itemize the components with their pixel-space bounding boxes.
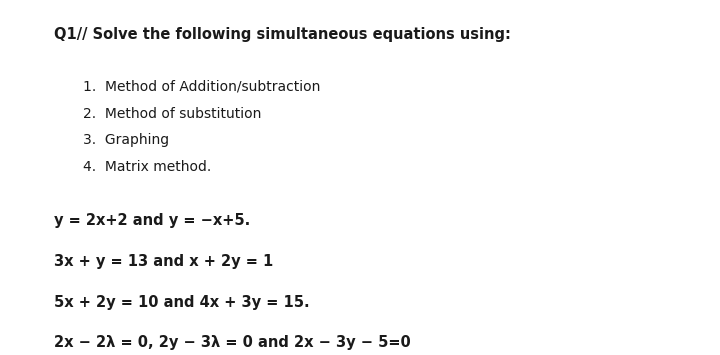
Text: y = 2x+2 and y = −x+5.: y = 2x+2 and y = −x+5. xyxy=(54,213,251,228)
Text: 3x + y = 13 and x + 2y = 1: 3x + y = 13 and x + 2y = 1 xyxy=(54,254,274,269)
Text: 5x + 2y = 10 and 4x + 3y = 15.: 5x + 2y = 10 and 4x + 3y = 15. xyxy=(54,295,310,310)
Text: 2x − 2λ = 0, 2y − 3λ = 0 and 2x − 3y − 5=0: 2x − 2λ = 0, 2y − 3λ = 0 and 2x − 3y − 5… xyxy=(54,335,410,350)
Text: 3.  Graphing: 3. Graphing xyxy=(83,133,169,147)
Text: 2.  Method of substitution: 2. Method of substitution xyxy=(83,106,261,120)
Text: 1.  Method of Addition/subtraction: 1. Method of Addition/subtraction xyxy=(83,80,320,94)
Text: Q1// Solve the following simultaneous equations using:: Q1// Solve the following simultaneous eq… xyxy=(54,27,511,42)
Text: 4.  Matrix method.: 4. Matrix method. xyxy=(83,160,211,174)
